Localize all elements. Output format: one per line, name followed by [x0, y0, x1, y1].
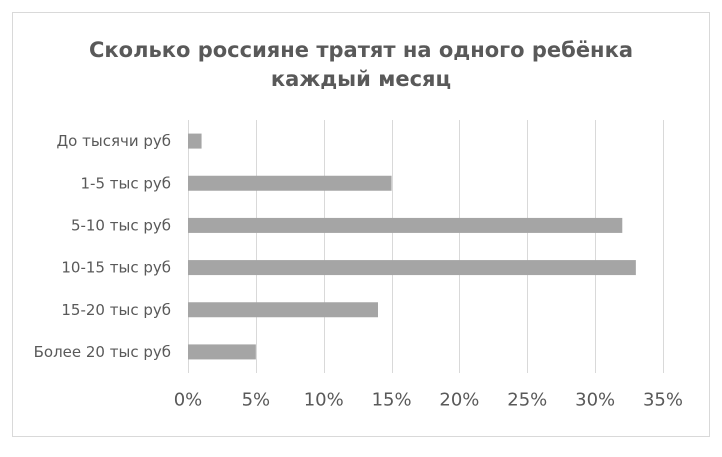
x-tick-label-2: 10%: [304, 390, 344, 411]
x-tick-label-1: 5%: [242, 390, 271, 411]
x-tick-label-0: 0%: [174, 390, 203, 411]
category-labels: До тысячи руб 1-5 тыс руб 5-10 тыс руб 10-1…: [34, 132, 171, 361]
chart-title-line-1: Сколько россияне тратят на одного ребёнк…: [88, 38, 633, 62]
bar-3: [188, 260, 636, 276]
x-tick-label-3: 15%: [372, 390, 412, 411]
category-label-2: 5-10 тыс руб: [71, 216, 171, 234]
bar-4: [188, 302, 378, 318]
chart-title-line-2: каждый месяц: [270, 67, 452, 91]
x-tick-label-4: 20%: [439, 390, 479, 411]
bar-0: [188, 133, 202, 149]
bars: [188, 133, 636, 360]
category-label-3: 10-15 тыс руб: [61, 259, 171, 277]
category-label-4: 15-20 тыс руб: [61, 301, 171, 319]
category-label-1: 1-5 тыс руб: [80, 174, 171, 192]
bar-1: [188, 175, 392, 191]
x-tick-labels: 0% 5% 10% 15% 20% 25% 30% 35%: [174, 390, 683, 411]
x-tick-label-7: 35%: [643, 390, 683, 411]
bar-2: [188, 217, 623, 233]
x-tick-label-5: 25%: [507, 390, 547, 411]
bar-5: [188, 344, 256, 360]
x-tick-label-6: 30%: [575, 390, 615, 411]
category-label-5: Более 20 тыс руб: [34, 343, 171, 361]
category-label-0: До тысячи руб: [56, 132, 171, 150]
chart-title: Сколько россияне тратят на одного ребёнк…: [0, 36, 722, 94]
gridlines: [188, 120, 664, 373]
